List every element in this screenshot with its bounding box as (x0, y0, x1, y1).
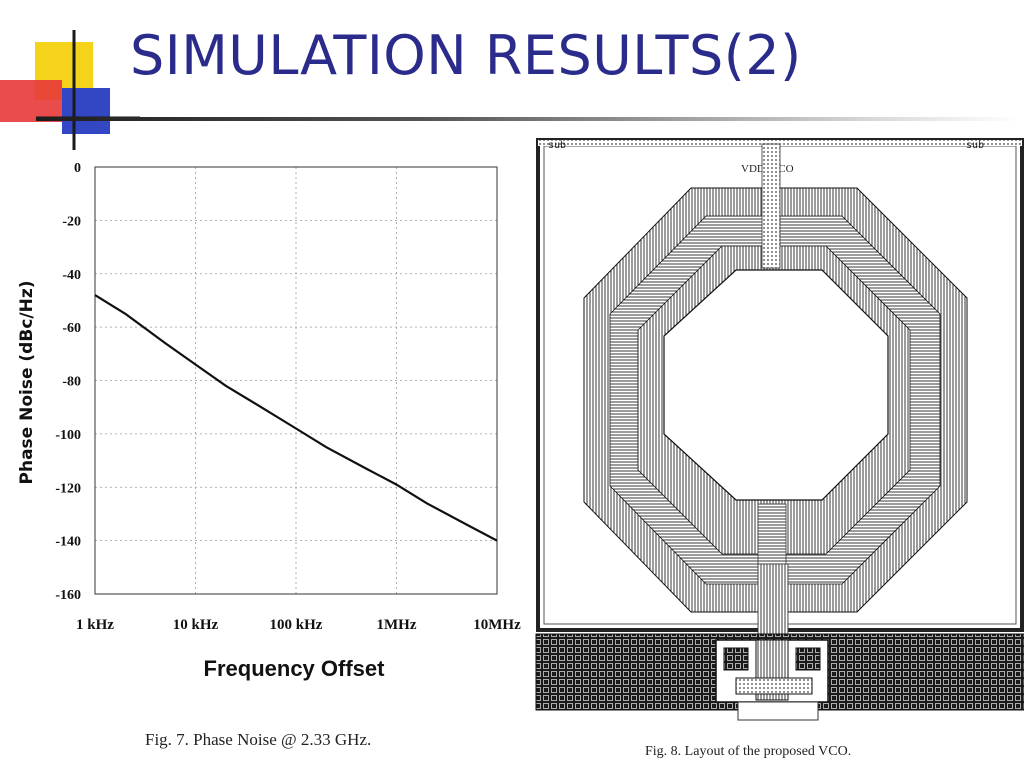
figure-7-caption: Fig. 7. Phase Noise @ 2.33 GHz. (145, 730, 372, 749)
sub-label-left: sub (548, 140, 566, 151)
y-tick-label: -20 (62, 214, 81, 229)
transistor-left (723, 647, 749, 671)
substrate-ring-texture (538, 140, 1022, 146)
bottom-pad (737, 701, 819, 721)
y-tick-label: -80 (62, 375, 81, 390)
sub-label-right: sub (966, 140, 984, 151)
output-feed-line (757, 563, 789, 635)
x-axis-label: Frequency Offset (204, 656, 386, 681)
x-tick-label: 10 kHz (173, 617, 219, 633)
chart-grid (95, 167, 497, 594)
y-tick-label: -100 (55, 428, 81, 443)
y-tick-label: -160 (55, 588, 81, 603)
x-tick-label: 100 kHz (270, 617, 323, 633)
y-tick-label: -140 (55, 535, 81, 550)
bias-strip (735, 677, 813, 695)
figure-8-caption: Fig. 8. Layout of the proposed VCO. (645, 744, 852, 759)
title-underline (36, 117, 1020, 121)
y-tick-label: -40 (62, 268, 81, 283)
x-tick-label: 1MHz (377, 617, 417, 633)
supply-feed-line (761, 143, 781, 269)
y-tick-label: 0 (74, 161, 81, 176)
phase-noise-series-line (94, 294, 498, 542)
logo-red-square (0, 80, 62, 122)
y-tick-label: -120 (55, 481, 81, 496)
x-tick-label: 10MHz (473, 617, 521, 633)
slide-title: SIMULATION RESULTS(2) (130, 24, 802, 87)
y-tick-labels: 0 -20 -40 -60 -80 -100 -120 -140 -160 (55, 161, 81, 603)
logo-blue-square (62, 88, 110, 134)
x-tick-label: 1 kHz (76, 617, 114, 633)
slide-logo-graphic (0, 30, 140, 150)
inductor-center-opening (663, 269, 889, 501)
phase-noise-chart: 0 -20 -40 -60 -80 -100 -120 -140 -160 1 kHz 10 kH… (17, 161, 521, 681)
chart-plot-frame (94, 166, 498, 595)
y-axis-label: Phase Noise (dBc/Hz) (17, 281, 37, 485)
vco-layout-figure: sub sub VDD_VCO (535, 138, 1024, 721)
bottom-crossunder (757, 503, 787, 565)
y-tick-label: -60 (62, 321, 81, 336)
transistor-right (795, 647, 821, 671)
x-tick-labels: 1 kHz 10 kHz 100 kHz 1MHz 10MHz (76, 617, 521, 633)
